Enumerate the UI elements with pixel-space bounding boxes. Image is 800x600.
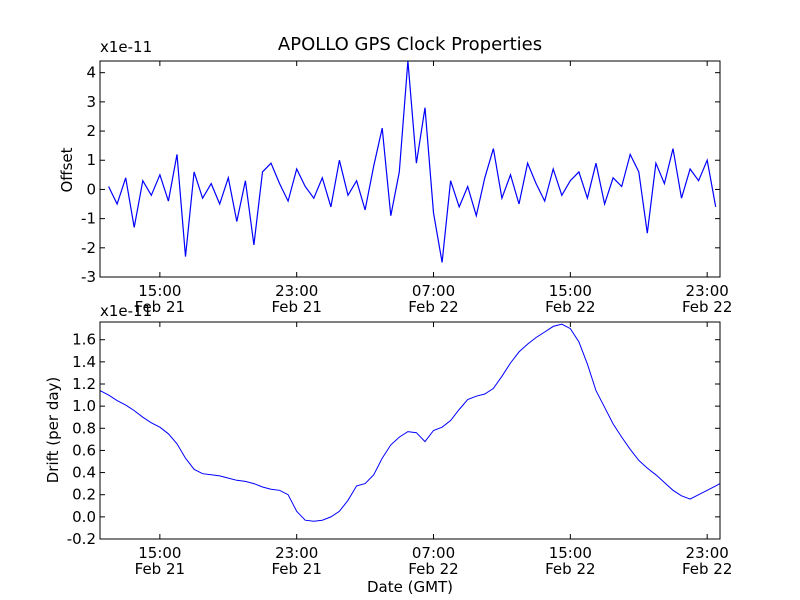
top-series-line: [108, 61, 717, 263]
top-ytick-label: -2: [81, 239, 96, 257]
bottom-xlabel: Date (GMT): [367, 578, 453, 596]
top-ytick-label: 3: [86, 93, 96, 111]
top-ylabel: Offset: [58, 147, 76, 192]
bottom-ytick-label: 1.4: [72, 353, 96, 371]
top-xtick-date-label: Feb 21: [135, 298, 185, 316]
top-xtick-date-label: Feb 22: [408, 298, 458, 316]
top-xtick-date-label: Feb 22: [682, 298, 732, 316]
bottom-xtick-time-label: 07:00: [412, 544, 455, 562]
top-xtick-time-label: 15:00: [138, 282, 181, 300]
drift-plot: -0.20.00.20.40.60.81.01.21.41.615:00Feb …: [67, 321, 732, 578]
bottom-series-line: [100, 323, 720, 522]
bottom-xtick-date-label: Feb 22: [545, 560, 595, 578]
top-xtick-time-label: 23:00: [275, 282, 318, 300]
bottom-ytick-label: -0.2: [67, 530, 96, 548]
bottom-xtick-date-label: Feb 22: [682, 560, 732, 578]
bottom-xtick-date-label: Feb 21: [135, 560, 185, 578]
bottom-xtick-date-label: Feb 22: [408, 560, 458, 578]
top-xtick-time-label: 23:00: [686, 282, 729, 300]
bottom-ytick-label: 0.2: [72, 486, 96, 504]
bottom-ytick-label: 0.8: [72, 419, 96, 437]
chart-title: APOLLO GPS Clock Properties: [278, 34, 542, 55]
top-ytick-label: 2: [86, 122, 96, 140]
top-xtick-time-label: 15:00: [549, 282, 592, 300]
bottom-xtick-time-label: 15:00: [138, 544, 181, 562]
top-xtick-date-label: Feb 21: [271, 298, 321, 316]
bottom-xtick-date-label: Feb 21: [271, 560, 321, 578]
top-ytick-label: 0: [86, 180, 96, 198]
top-xtick-time-label: 07:00: [412, 282, 455, 300]
top-ytick-label: -1: [81, 210, 96, 228]
bottom-ylabel: Drift (per day): [44, 377, 62, 484]
top-offset-text: x1e-11: [100, 38, 152, 56]
top-axes-frame: [99, 60, 721, 278]
bottom-xtick-time-label: 23:00: [275, 544, 318, 562]
top-xtick-date-label: Feb 22: [545, 298, 595, 316]
bottom-ytick-label: 1.2: [72, 375, 96, 393]
top-ytick-label: -3: [81, 268, 96, 286]
bottom-ytick-label: 1.0: [72, 397, 96, 415]
bottom-axes-frame: [99, 321, 721, 540]
top-ytick-label: 1: [86, 151, 96, 169]
bottom-ytick-label: 0.4: [72, 464, 96, 482]
bottom-ytick-label: 0.6: [72, 441, 96, 459]
bottom-ytick-label: 0.0: [72, 508, 96, 526]
bottom-ytick-label: 1.6: [72, 331, 96, 349]
bottom-xtick-time-label: 15:00: [549, 544, 592, 562]
bottom-xtick-time-label: 23:00: [686, 544, 729, 562]
bottom-offset-text: x1e-11: [100, 302, 152, 320]
top-ytick-label: 4: [86, 64, 96, 82]
